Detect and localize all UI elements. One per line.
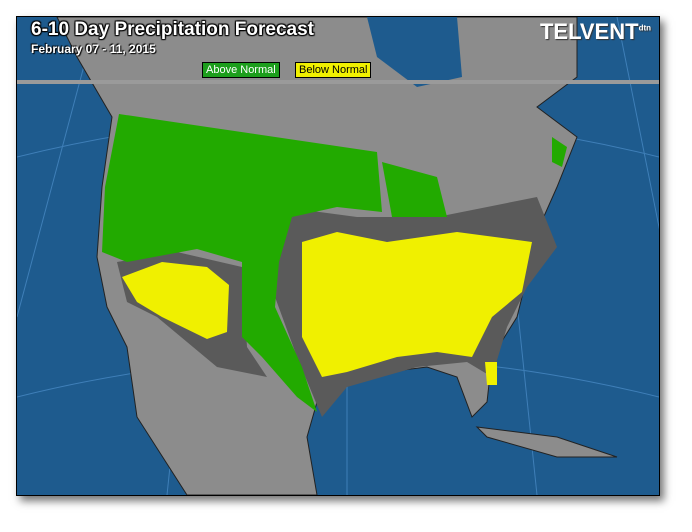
legend-above-normal: Above Normal	[202, 62, 280, 78]
legend-below-normal: Below Normal	[295, 62, 372, 78]
telvent-logo: TELVENTdtn	[540, 19, 651, 45]
logo-badge: dtn	[638, 23, 651, 33]
land-hudson-bay	[367, 17, 462, 87]
date-range: February 07 - 11, 2015	[31, 42, 156, 56]
map-canvas	[17, 17, 659, 495]
logo-text: TELVENT	[539, 19, 639, 44]
region-below-normal	[122, 232, 532, 385]
forecast-map: 6-10 Day Precipitation Forecast February…	[16, 16, 660, 496]
map-title: 6-10 Day Precipitation Forecast	[31, 19, 314, 40]
land-cuba	[475, 426, 618, 458]
region-above-normal	[102, 114, 567, 412]
header-divider	[17, 80, 659, 84]
